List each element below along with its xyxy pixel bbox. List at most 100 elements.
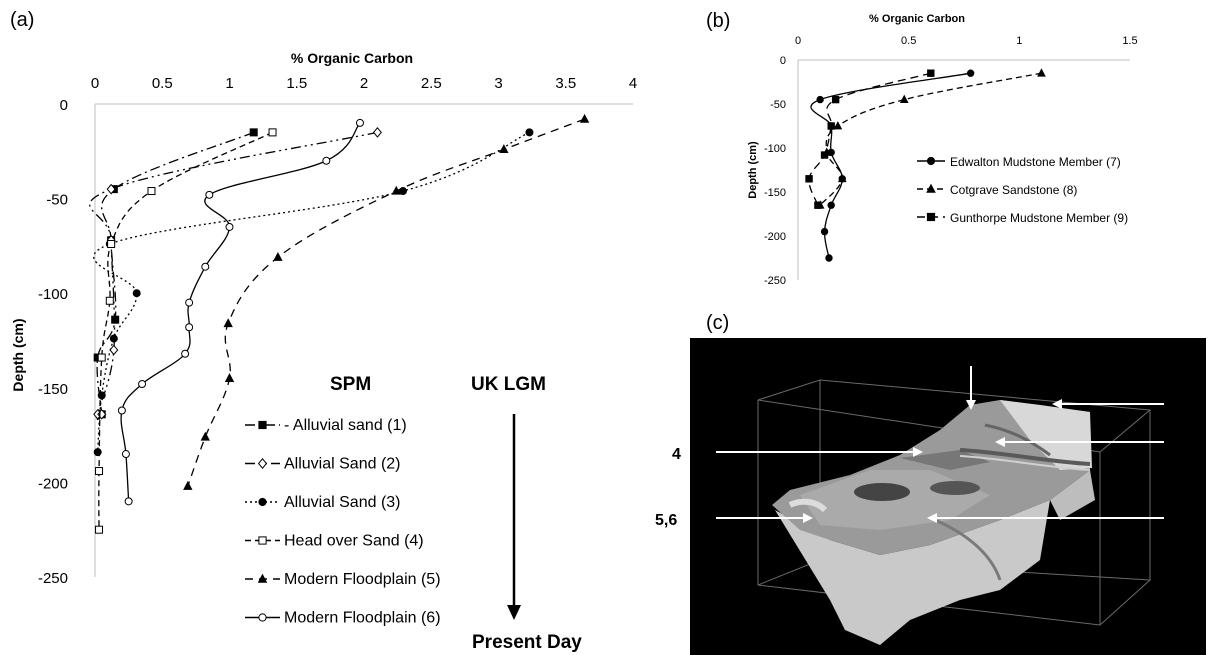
panel-a-series-1 <box>93 128 258 419</box>
panel-a-legend-entry: Modern Floodplain (5) <box>245 571 441 588</box>
panel-c-arrows <box>716 366 1164 523</box>
panel-a-legend-marker <box>258 536 267 545</box>
panel-a-legend-label: Alluvial Sand (3) <box>284 494 401 511</box>
panel-b-data-point <box>1037 68 1046 77</box>
panel-a-y-axis-title: Depth (cm) <box>10 318 26 391</box>
panel-a-series-line <box>120 122 361 502</box>
panel-c-label: (c) <box>706 312 729 334</box>
panel-a-data-point <box>249 128 258 137</box>
panel-a-legend-label: Modern Floodplain (5) <box>284 571 441 588</box>
panel-c-label-4: 4 <box>672 446 681 463</box>
panel-a-data-point <box>124 497 133 506</box>
panel-a-data-point <box>105 296 114 305</box>
panel-b-legend-label: Edwalton Mudstone Member (7) <box>950 155 1121 169</box>
panel-b-data-point <box>899 94 909 103</box>
panel-c-label-1-2-3: 1,2,3 <box>1166 512 1202 529</box>
panel-a-legend-label: Alluvial Sand (2) <box>284 456 401 473</box>
panel-a-series-line <box>96 131 254 415</box>
panel-b-y-tick-label: -150 <box>764 187 786 199</box>
panel-a-legend: - Alluvial sand (1) Alluvial Sand (2) Allu… <box>245 417 441 627</box>
panel-b-y-axis-title: Depth (cm) <box>747 141 759 199</box>
panel-b-axes: 0 0.5 1 1.5 0 -50 -100 -150 -200 -250 <box>764 35 1138 287</box>
panel-a-x-tick-label: 2.5 <box>421 75 442 92</box>
panel-a-y-tick-label: 0 <box>60 97 68 114</box>
panel-b-x-tick-label: 1.5 <box>1122 35 1137 47</box>
panel-a-data-point <box>205 190 214 199</box>
panel-a-data-point <box>117 406 126 415</box>
panel-a-legend-marker <box>257 573 268 583</box>
panel-a-data-point <box>97 391 106 400</box>
panel-a-series-3 <box>93 128 534 457</box>
panel-a-data-point <box>273 251 283 261</box>
panel-a-legend-label: Head over Sand (4) <box>284 533 424 550</box>
spm-header: SPM <box>330 374 371 395</box>
panel-b-data-point <box>927 69 935 77</box>
panel-b-legend-entry: Gunthorpe Mudstone Member (9) <box>917 211 1128 225</box>
panel-a-data-point <box>525 128 534 137</box>
panel-a-data-point <box>97 353 106 362</box>
panel-a-series-line <box>93 131 530 453</box>
panel-a-axes: 0 0.5 1 1.5 2 2.5 3 3.5 4 0 -50 -100 -150 -200 -250 <box>38 75 637 587</box>
panel-b-x-tick-label: 0 <box>795 35 801 47</box>
terrain-model-illustration <box>757 379 1152 645</box>
panel-a-legend-marker <box>258 613 267 622</box>
panel-b-data-point <box>827 122 835 130</box>
panel-a-data-point <box>109 334 118 343</box>
panel-a-x-tick-label: 3.5 <box>555 75 576 92</box>
panel-b-y-tick-label: -200 <box>764 231 786 243</box>
panel-a-data-point <box>132 289 141 298</box>
panel-a-legend-label: Modern Floodplain (6) <box>284 610 441 627</box>
time-arrow <box>507 414 521 620</box>
panel-a-x-tick-label: 0 <box>91 75 99 92</box>
panel-a-x-axis-title: % Organic Carbon <box>291 50 413 66</box>
panel-b-data-point <box>820 151 829 159</box>
panel-b-y-tick-label: -250 <box>764 275 786 287</box>
panel-b-legend: Edwalton Mudstone Member (7) Cotgrave San… <box>917 155 1128 225</box>
panel-b-data-point <box>827 201 835 209</box>
panel-b-x-axis-title: % Organic Carbon <box>869 13 965 25</box>
panel-a-data-point <box>185 298 194 307</box>
panel-b-data-point <box>833 121 843 130</box>
panel-b-data-point <box>831 95 840 104</box>
panel-a-data-point <box>181 349 190 358</box>
panel-b-series <box>805 68 1046 262</box>
panel-a-data-point <box>223 318 233 328</box>
panel-a-legend-entry: Modern Floodplain (6) <box>245 610 441 627</box>
panel-a-x-tick-label: 1.5 <box>286 75 307 92</box>
panel-b-legend-marker <box>926 183 936 193</box>
panel-a-data-point <box>185 323 194 332</box>
panel-a-legend-entry: Head over Sand (4) <box>245 533 424 550</box>
panel-a-series-5 <box>183 113 590 490</box>
panel-c-label-9: 9 <box>1171 436 1180 453</box>
panel-b-legend-label: Gunthorpe Mudstone Member (9) <box>950 211 1128 225</box>
panel-a-data-point <box>201 262 210 271</box>
panel-b-legend-entry: Cotgrave Sandstone (8) <box>917 183 1077 197</box>
panel-a-data-point <box>391 185 401 195</box>
panel-b-data-point <box>820 227 829 236</box>
panel-a-x-tick-label: 3 <box>494 75 502 92</box>
panel-a-data-point <box>225 222 234 231</box>
panel-a-x-tick-label: 2 <box>360 75 368 92</box>
panel-a-data-point <box>95 525 104 534</box>
panel-a-legend-marker <box>257 458 268 469</box>
panel-a-y-tick-label: -50 <box>46 192 68 209</box>
panel-a-data-point <box>200 431 210 441</box>
panel-a-series-line <box>187 118 585 487</box>
panel-a-data-point <box>355 118 364 127</box>
panel-b-y-tick-label: -50 <box>770 99 786 111</box>
panel-a-series-4 <box>95 128 277 534</box>
panel-a-legend-entry: - Alluvial sand (1) <box>245 417 407 434</box>
panel-b-series-line <box>808 72 931 206</box>
panel-a-y-tick-label: -200 <box>38 475 68 492</box>
panel-a-y-tick-label: -150 <box>38 381 68 398</box>
panel-a-data-point <box>111 315 120 324</box>
present-day-label: Present Day <box>472 632 582 653</box>
panel-a-data-point <box>121 450 130 459</box>
panel-b-data-point <box>814 201 822 209</box>
panel-c-label-5-6: 5,6 <box>655 512 677 529</box>
panel-a-data-point <box>147 187 156 196</box>
panel-a-legend-label: - Alluvial sand (1) <box>284 417 407 434</box>
panel-a-x-tick-label: 4 <box>629 75 637 92</box>
panel-a-y-tick-label: -100 <box>38 286 68 303</box>
